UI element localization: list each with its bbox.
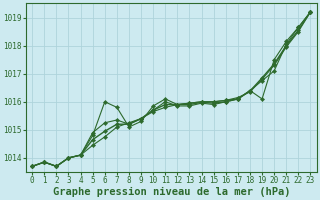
X-axis label: Graphe pression niveau de la mer (hPa): Graphe pression niveau de la mer (hPa) — [52, 186, 290, 197]
